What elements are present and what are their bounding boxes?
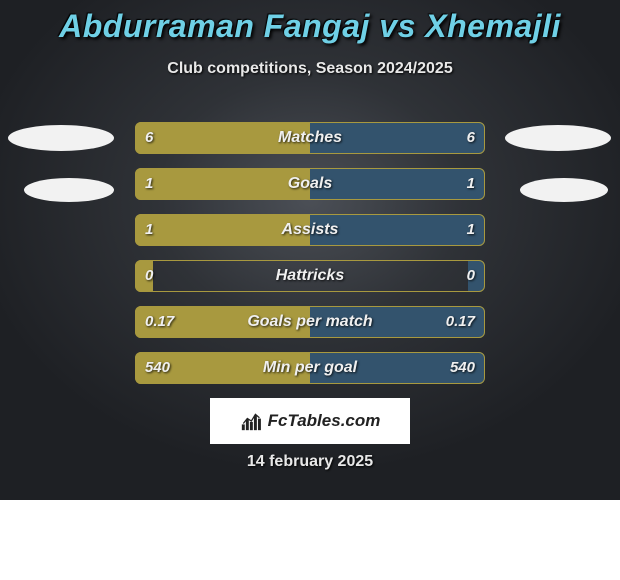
stat-bar-right — [310, 122, 485, 154]
stat-value-right: 540 — [450, 352, 475, 384]
stat-row: Min per goal540540 — [135, 352, 485, 384]
page-subtitle: Club competitions, Season 2024/2025 — [0, 60, 620, 78]
stat-value-right: 1 — [467, 214, 475, 246]
stat-row: Matches66 — [135, 122, 485, 154]
stat-row: Assists11 — [135, 214, 485, 246]
stat-row: Goals per match0.170.17 — [135, 306, 485, 338]
stat-value-left: 540 — [145, 352, 170, 384]
logo-box: FcTables.com — [210, 398, 410, 444]
stat-bar-left — [135, 122, 310, 154]
stat-value-right: 1 — [467, 168, 475, 200]
logo-text: FcTables.com — [268, 411, 381, 431]
stat-bar-left — [135, 214, 310, 246]
infographic-canvas: Abdurraman Fangaj vs Xhemajli Club compe… — [0, 0, 620, 580]
page-title: Abdurraman Fangaj vs Xhemajli — [0, 8, 620, 45]
stat-label: Hattricks — [135, 260, 485, 292]
footer-date: 14 february 2025 — [0, 453, 620, 471]
side-ellipse — [8, 125, 114, 151]
bar-chart-icon — [240, 410, 262, 432]
stat-value-right: 0.17 — [446, 306, 475, 338]
stat-row: Goals11 — [135, 168, 485, 200]
stat-bar-right — [310, 214, 485, 246]
stat-value-right: 6 — [467, 122, 475, 154]
stat-bar-outline — [135, 260, 485, 292]
stat-value-left: 0.17 — [145, 306, 174, 338]
stat-value-left: 0 — [145, 260, 153, 292]
side-ellipse — [24, 178, 114, 202]
stat-value-right: 0 — [467, 260, 475, 292]
comparison-bars: Matches66Goals11Assists11Hattricks00Goal… — [135, 122, 485, 398]
side-ellipse — [520, 178, 608, 202]
stat-bar-right — [310, 168, 485, 200]
stat-value-left: 1 — [145, 168, 153, 200]
stat-value-left: 1 — [145, 214, 153, 246]
side-ellipse — [505, 125, 611, 151]
stat-bar-left — [135, 168, 310, 200]
stat-value-left: 6 — [145, 122, 153, 154]
stat-row: Hattricks0 0 — [135, 260, 485, 292]
